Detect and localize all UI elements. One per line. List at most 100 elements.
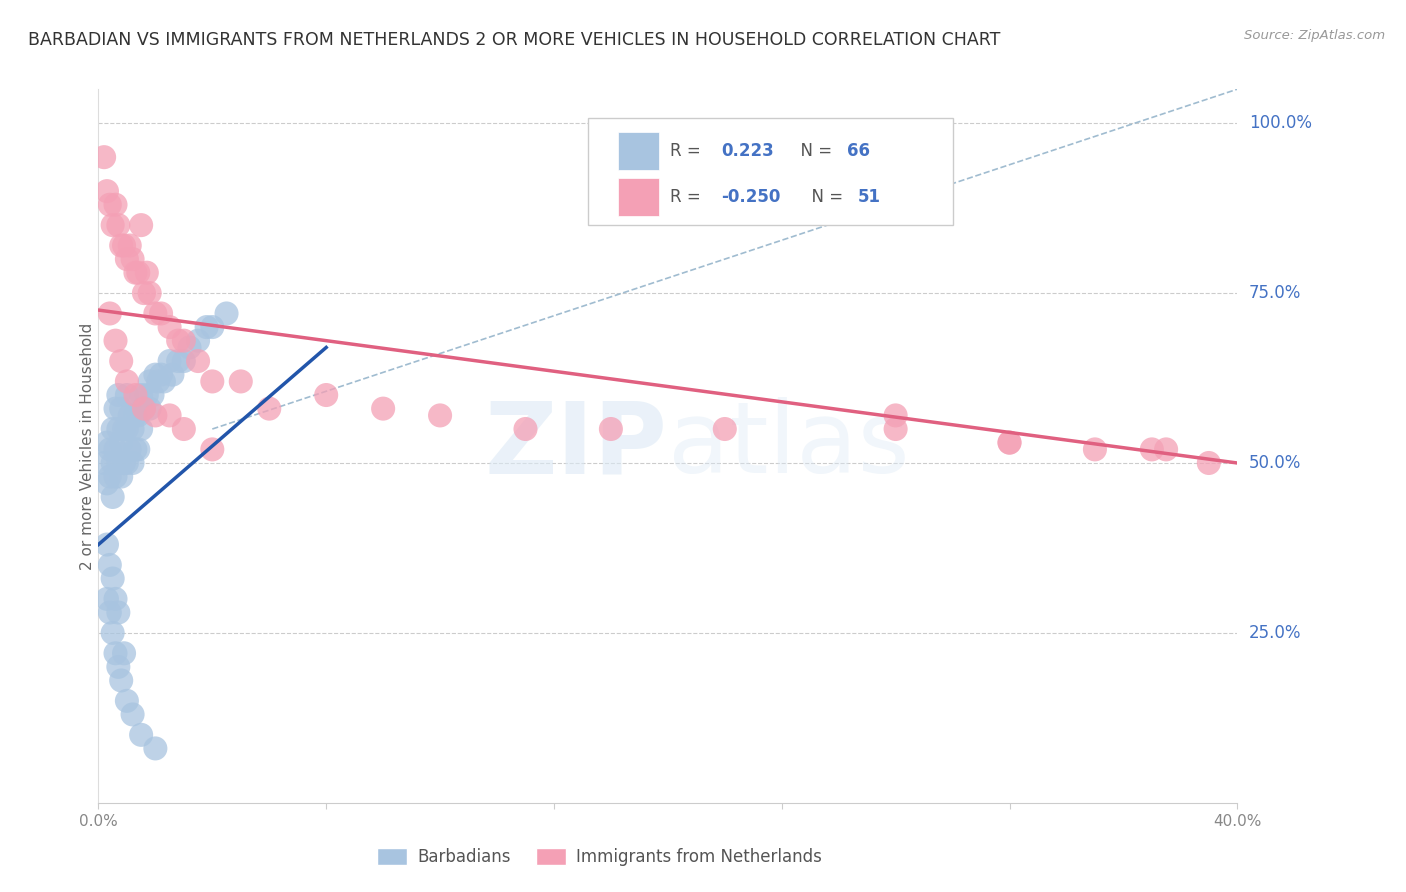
- Point: [101, 456, 124, 470]
- FancyBboxPatch shape: [617, 178, 659, 216]
- Point: [187, 334, 209, 348]
- Y-axis label: 2 or more Vehicles in Household: 2 or more Vehicles in Household: [80, 322, 94, 570]
- Point: [93, 456, 115, 470]
- Point: [104, 469, 127, 483]
- Point: [132, 401, 155, 416]
- Text: 66: 66: [846, 142, 870, 160]
- Point: [884, 422, 907, 436]
- Point: [110, 673, 132, 688]
- Point: [98, 558, 121, 572]
- Point: [129, 388, 152, 402]
- Point: [150, 368, 173, 382]
- Point: [129, 218, 152, 232]
- Point: [132, 401, 155, 416]
- Text: atlas: atlas: [668, 398, 910, 494]
- Point: [1084, 442, 1107, 457]
- Point: [101, 422, 124, 436]
- Point: [315, 388, 337, 402]
- Point: [135, 266, 157, 280]
- Point: [124, 266, 146, 280]
- Point: [101, 572, 124, 586]
- Text: R =: R =: [671, 142, 706, 160]
- Point: [104, 198, 127, 212]
- Point: [150, 306, 173, 320]
- Text: Source: ZipAtlas.com: Source: ZipAtlas.com: [1244, 29, 1385, 42]
- Point: [96, 435, 118, 450]
- Point: [115, 456, 138, 470]
- Point: [884, 409, 907, 423]
- Text: 0.223: 0.223: [721, 142, 775, 160]
- Point: [112, 456, 135, 470]
- Point: [135, 388, 157, 402]
- Point: [173, 334, 195, 348]
- Point: [145, 741, 167, 756]
- Text: BARBADIAN VS IMMIGRANTS FROM NETHERLANDS 2 OR MORE VEHICLES IN HOUSEHOLD CORRELA: BARBADIAN VS IMMIGRANTS FROM NETHERLANDS…: [28, 31, 1001, 49]
- Point: [112, 238, 135, 252]
- Point: [159, 354, 181, 368]
- Point: [162, 368, 184, 382]
- Text: R =: R =: [671, 188, 706, 206]
- Point: [259, 401, 281, 416]
- Point: [115, 388, 138, 402]
- Point: [101, 626, 124, 640]
- Point: [98, 198, 121, 212]
- Point: [112, 646, 135, 660]
- Point: [101, 490, 124, 504]
- Point: [129, 728, 152, 742]
- Point: [121, 252, 143, 266]
- Text: -0.250: -0.250: [721, 188, 780, 206]
- Point: [373, 401, 395, 416]
- Point: [104, 591, 127, 606]
- Point: [112, 422, 135, 436]
- Point: [1154, 442, 1177, 457]
- Point: [1198, 456, 1220, 470]
- Point: [998, 435, 1021, 450]
- Text: N =: N =: [790, 142, 837, 160]
- Point: [127, 409, 149, 423]
- Point: [201, 442, 224, 457]
- Point: [118, 442, 141, 457]
- Text: 100.0%: 100.0%: [1249, 114, 1312, 132]
- Point: [141, 388, 163, 402]
- Point: [115, 375, 138, 389]
- Point: [138, 401, 160, 416]
- Point: [107, 422, 129, 436]
- Point: [124, 409, 146, 423]
- Point: [107, 606, 129, 620]
- Point: [173, 422, 195, 436]
- Point: [96, 537, 118, 551]
- Point: [195, 320, 218, 334]
- Point: [215, 306, 238, 320]
- Point: [145, 409, 167, 423]
- Point: [129, 422, 152, 436]
- Point: [179, 341, 201, 355]
- Point: [229, 375, 252, 389]
- Point: [714, 422, 737, 436]
- Point: [96, 591, 118, 606]
- Point: [118, 238, 141, 252]
- Point: [515, 422, 537, 436]
- Point: [138, 375, 160, 389]
- Point: [124, 388, 146, 402]
- Point: [159, 320, 181, 334]
- Point: [998, 435, 1021, 450]
- Point: [153, 375, 176, 389]
- Point: [115, 694, 138, 708]
- Point: [1140, 442, 1163, 457]
- Point: [104, 646, 127, 660]
- Point: [145, 306, 167, 320]
- Point: [127, 442, 149, 457]
- Point: [121, 707, 143, 722]
- Point: [201, 375, 224, 389]
- Point: [107, 388, 129, 402]
- FancyBboxPatch shape: [588, 118, 953, 225]
- Point: [98, 606, 121, 620]
- Point: [93, 150, 115, 164]
- Point: [167, 354, 190, 368]
- Point: [110, 401, 132, 416]
- Text: 75.0%: 75.0%: [1249, 284, 1301, 302]
- Text: 50.0%: 50.0%: [1249, 454, 1301, 472]
- Point: [107, 456, 129, 470]
- Legend: Barbadians, Immigrants from Netherlands: Barbadians, Immigrants from Netherlands: [371, 841, 828, 873]
- Point: [115, 252, 138, 266]
